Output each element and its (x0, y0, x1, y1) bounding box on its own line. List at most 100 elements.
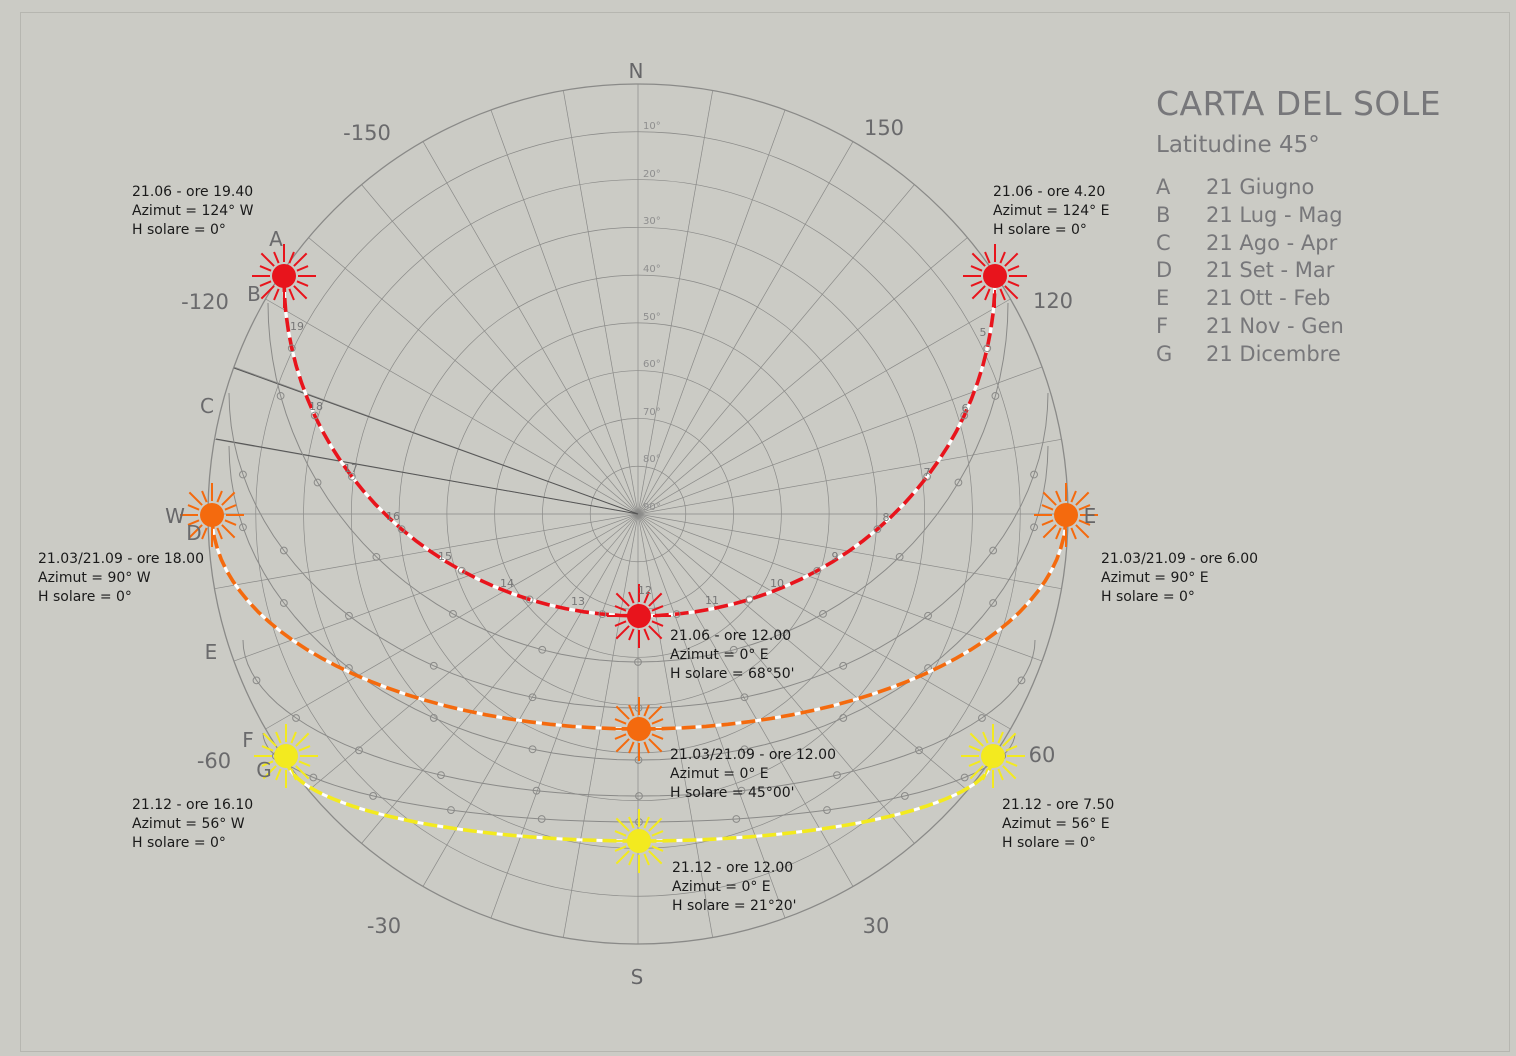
annotation-line: 21.06 - ore 4.20 (993, 184, 1105, 200)
azimuth-label-minus30: -30 (367, 914, 401, 938)
sun-june-sunset (252, 244, 316, 308)
sun-ray (1006, 746, 1017, 751)
legend-item: D 21 Set - Mar (1156, 257, 1441, 285)
legend-item: B 21 Lug - Mag (1156, 202, 1441, 230)
sun-disc (627, 829, 651, 853)
curve-letter-e: E (205, 640, 218, 664)
legend-label: 21 Dicembre (1206, 342, 1341, 366)
annotation-line: 21.12 - ore 12.00 (672, 860, 793, 876)
sun-ray (225, 505, 236, 510)
azimuth-label-30: 30 (863, 914, 890, 938)
hour-label: 7 (924, 466, 931, 479)
hour-label: 12 (638, 584, 652, 597)
sun-ray (629, 705, 634, 716)
sun-ray (616, 739, 629, 752)
sun-ray (644, 629, 649, 640)
legend-label: 21 Giugno (1206, 175, 1314, 199)
south-label: S (631, 965, 644, 989)
sun-ray (222, 525, 235, 538)
sun-ray (1071, 491, 1076, 502)
sun-ray (616, 851, 629, 864)
sun-ray (616, 593, 629, 606)
annotation-line: H solare = 0° (38, 589, 132, 605)
sun-ray (276, 732, 281, 743)
annotation-line: 21.03/21.09 - ore 12.00 (670, 747, 836, 763)
altitude-label-90: 90° (643, 502, 661, 513)
curve-letter-a: A (269, 227, 283, 251)
annotation-line: Azimut = 56° W (132, 816, 245, 832)
hour-label: 14 (500, 577, 514, 590)
legend-list: A 21 Giugno B 21 Lug - Mag C 21 Ago - Apr D… (1156, 174, 1441, 369)
hour-label: 8 (883, 511, 890, 524)
sun-ray (276, 769, 281, 780)
curve-letter-c: C (200, 394, 214, 418)
sun-ray (971, 266, 982, 271)
azimuth-spoke (638, 439, 1061, 514)
legend-key: D (1156, 257, 1206, 285)
altitude-label-40: 40° (643, 264, 661, 275)
sun-ray (644, 742, 649, 753)
annotation-december-sunrise: 21.12 - ore 7.50 Azimut = 56° E H solare… (1002, 797, 1114, 851)
sun-ray (189, 492, 202, 505)
legend-label: 21 Nov - Gen (1206, 314, 1344, 338)
hour-label: 11 (705, 594, 719, 607)
curve-letter-g: G (256, 758, 272, 782)
sun-disc (627, 604, 651, 628)
sun-ray (649, 818, 662, 831)
annotation-equinox-sunset: 21.03/21.09 - ore 18.00 Azimut = 90° W H… (38, 551, 204, 605)
sun-ray (615, 831, 626, 836)
legend-key: B (1156, 202, 1206, 230)
sun-disc (200, 503, 224, 527)
altitude-label-30: 30° (643, 216, 661, 227)
sun-ray (1043, 525, 1056, 538)
sun-june-sunrise (963, 244, 1027, 308)
chart-title: CARTA DEL SOLE (1156, 84, 1441, 124)
sun-ray (652, 719, 663, 724)
azimuth-spoke (215, 514, 638, 589)
annotation-equinox-noon: 21.03/21.09 - ore 12.00 Azimut = 0° E H … (670, 747, 836, 801)
reference-line (234, 368, 638, 514)
annotation-line: Azimut = 0° E (670, 766, 769, 782)
month-curve (229, 393, 1048, 708)
altitude-label-70: 70° (643, 407, 661, 418)
sun-ray (649, 626, 662, 639)
june-path (284, 278, 995, 616)
sun-ray (225, 520, 236, 525)
sun-ray (1000, 252, 1005, 263)
annotation-line: Azimut = 124° E (993, 203, 1109, 219)
hour-label: 6 (962, 402, 969, 415)
east-label: E (1084, 504, 1097, 528)
reference-line (216, 439, 638, 514)
sun-ray (644, 817, 649, 828)
sun-ray (296, 733, 309, 746)
sun-ray (261, 253, 274, 266)
azimuth-label-60: 60 (1029, 743, 1056, 767)
sun-ray (291, 732, 296, 743)
azimuth-label-120: 120 (1033, 289, 1073, 313)
annotation-line: Azimut = 124° W (132, 203, 254, 219)
sun-ray (615, 719, 626, 724)
sun-ray (972, 286, 985, 299)
sun-ray (615, 621, 626, 626)
sun-ray (297, 281, 308, 286)
annotation-line: H solare = 21°20' (672, 898, 796, 914)
annotation-line: H solare = 0° (993, 222, 1087, 238)
hour-label: 10 (770, 577, 784, 590)
sun-disc (274, 744, 298, 768)
sun-ray (1005, 253, 1018, 266)
sun-ray (299, 761, 310, 766)
sun-ray (274, 289, 279, 300)
sun-ray (615, 734, 626, 739)
annotation-june-noon: 21.06 - ore 12.00 Azimut = 0° E H solare… (670, 628, 794, 682)
curve-letter-f: F (242, 728, 254, 752)
hour-label: 19 (290, 320, 304, 333)
sun-ray (616, 818, 629, 831)
annotation-line: 21.03/21.09 - ore 18.00 (38, 551, 204, 567)
legend-key: C (1156, 230, 1206, 258)
legend-item: A 21 Giugno (1156, 174, 1441, 202)
legend-key: G (1156, 341, 1206, 369)
sun-ray (629, 592, 634, 603)
azimuth-label-minus150: -150 (343, 121, 391, 145)
annotation-line: 21.12 - ore 16.10 (132, 797, 253, 813)
altitude-label-50: 50° (643, 312, 661, 323)
